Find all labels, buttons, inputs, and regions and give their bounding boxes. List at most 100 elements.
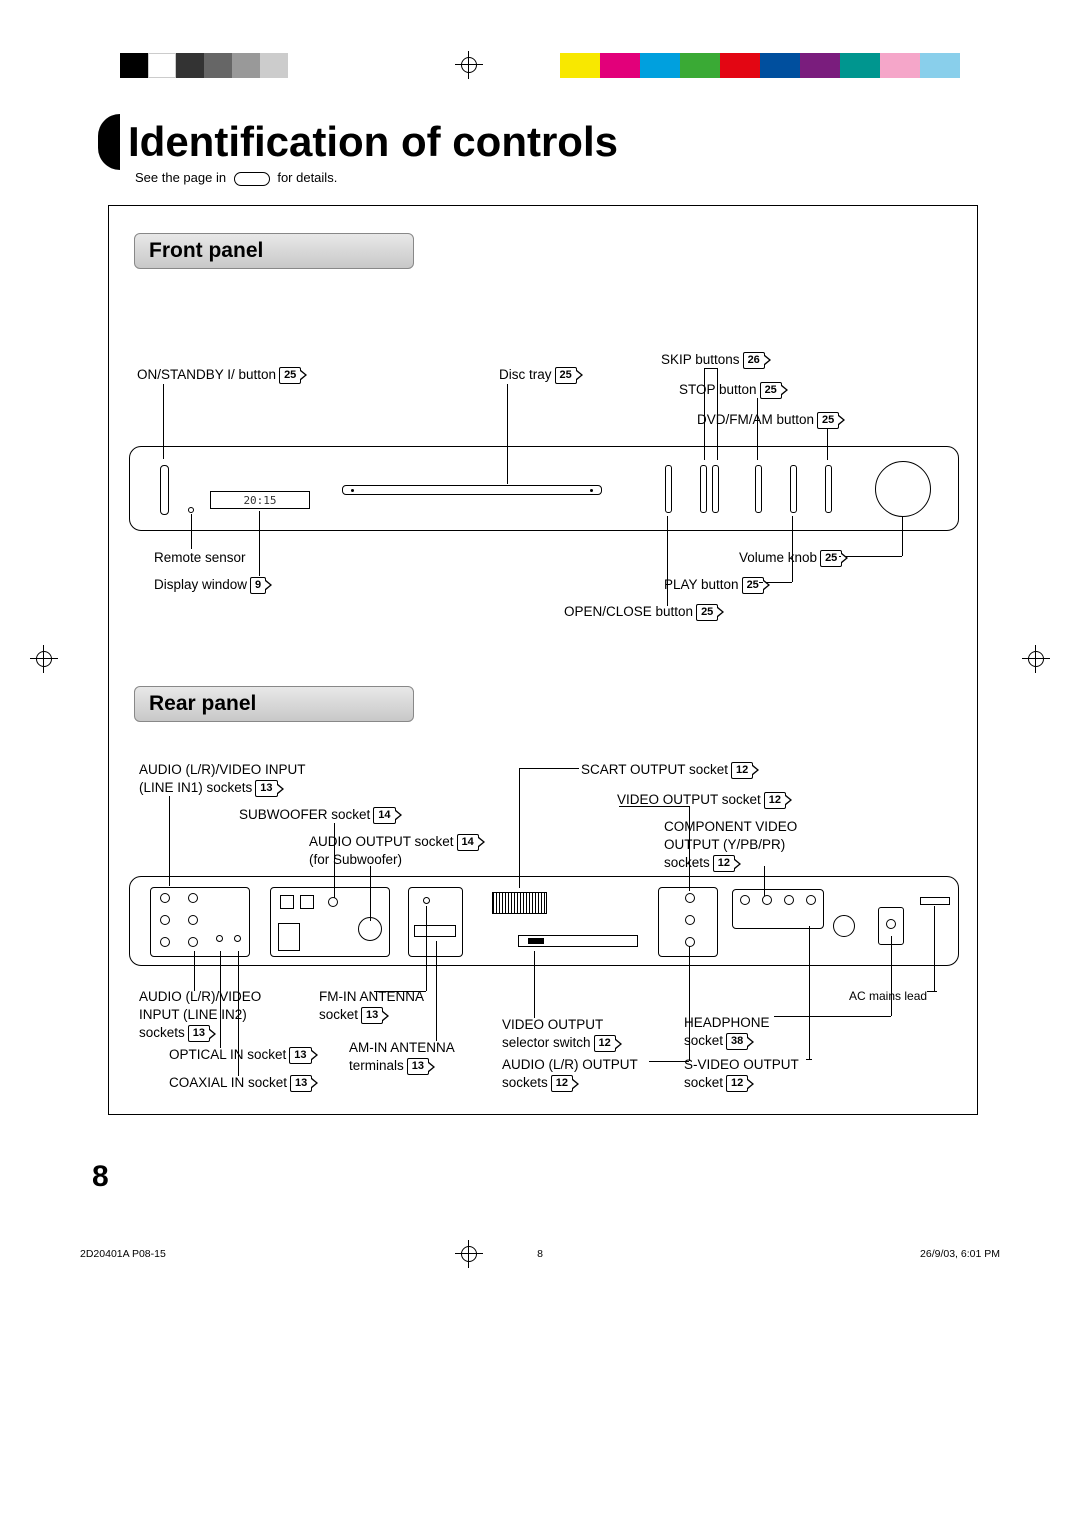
label-open-text: OPEN/CLOSE button — [564, 604, 693, 619]
label-audio-in2-l1: AUDIO (L/R)/VIDEO — [139, 989, 261, 1004]
gray-swatches — [120, 53, 288, 78]
ref-tray: 25 — [555, 367, 577, 384]
page-title: Identification of controls — [128, 118, 618, 165]
line — [927, 991, 937, 992]
standby-button-icon — [160, 465, 169, 515]
volume-knob-icon — [875, 461, 931, 517]
dvd-fm-am-button-icon — [825, 465, 837, 518]
label-audio-in1-l1: AUDIO (L/R)/VIDEO INPUT — [139, 762, 306, 777]
label-standby: ON/STANDBY I/ button25 — [137, 366, 301, 384]
label-audio-out: AUDIO OUTPUT socket14 (for Subwoofer) — [309, 833, 479, 869]
ref-standby: 25 — [279, 367, 301, 384]
label-remote: Remote sensor — [154, 549, 246, 567]
label-standby-text: ON/STANDBY I/ button — [137, 367, 276, 382]
subtitle: See the page in for details. — [135, 170, 337, 186]
ref-vout-sel: 12 — [594, 1035, 616, 1052]
front-panel-diagram: 20:15 — [129, 446, 959, 531]
label-vout-sel-l2: selector switch — [502, 1035, 591, 1050]
ref-dvd: 25 — [817, 412, 839, 429]
ref-stop: 25 — [760, 382, 782, 399]
label-coaxial: COAXIAL IN socket13 — [169, 1074, 312, 1092]
label-optical: OPTICAL IN socket13 — [169, 1046, 312, 1064]
ref-headphone: 38 — [726, 1033, 748, 1050]
label-vout-sel-l1: VIDEO OUTPUT — [502, 1017, 603, 1032]
line — [519, 768, 520, 888]
line — [220, 951, 221, 1048]
ref-audio-lr-out: 12 — [551, 1075, 573, 1092]
label-headphone-l1: HEADPHONE — [684, 1015, 770, 1030]
footer-left: 2D20401A P08-15 — [80, 1248, 166, 1260]
line — [507, 384, 508, 484]
line — [764, 866, 765, 896]
label-sub-text: SUBWOOFER socket — [239, 807, 370, 822]
label-subwoofer: SUBWOOFER socket14 — [239, 806, 396, 824]
subtitle-suffix: for details. — [277, 170, 337, 185]
label-audio-in2-l2: INPUT (LINE IN2) — [139, 1007, 247, 1022]
label-audio-out-l1: AUDIO OUTPUT socket — [309, 834, 454, 849]
label-volume-text: Volume knob — [739, 550, 817, 565]
label-skip-text: SKIP buttons — [661, 352, 740, 367]
skip-buttons-icon — [700, 465, 724, 518]
label-fm-l2: socket — [319, 1007, 358, 1022]
registration-marks-top — [0, 48, 1080, 83]
line — [649, 1061, 689, 1062]
rear-panel-diagram — [129, 876, 959, 966]
ref-audio-in2: 13 — [188, 1025, 210, 1042]
label-stop-text: STOP button — [679, 382, 757, 397]
color-swatches — [560, 53, 960, 78]
ref-sub: 14 — [373, 807, 395, 824]
rear-panel-header: Rear panel — [134, 686, 414, 722]
ref-video-out: 12 — [764, 792, 786, 809]
line — [163, 384, 164, 459]
line — [792, 516, 793, 582]
label-tray: Disc tray25 — [499, 366, 577, 384]
label-audio-in2-l3: sockets — [139, 1025, 185, 1040]
ref-svideo: 12 — [726, 1075, 748, 1092]
label-am: AM-IN ANTENNA terminals13 — [349, 1039, 455, 1075]
line — [704, 368, 718, 369]
label-audio-in1-l2: (LINE IN1) sockets — [139, 780, 252, 795]
label-ac: AC mains lead — [849, 988, 927, 1004]
subtitle-prefix: See the page in — [135, 170, 226, 185]
ref-open: 25 — [696, 604, 718, 621]
line — [827, 428, 828, 460]
line — [934, 906, 935, 991]
ref-volume: 25 — [820, 550, 842, 567]
ref-display: 9 — [250, 577, 266, 594]
label-svideo-l1: S-VIDEO OUTPUT — [684, 1057, 799, 1072]
display-window: 20:15 — [210, 491, 310, 509]
line — [806, 1059, 812, 1060]
fan-icon — [833, 915, 855, 937]
label-headphone: HEADPHONE socket38 — [684, 1014, 770, 1050]
line — [667, 516, 668, 606]
label-stop: STOP button25 — [679, 381, 782, 399]
footer-mid: 8 — [537, 1248, 543, 1260]
ref-coaxial: 13 — [290, 1075, 312, 1092]
ref-optical: 13 — [289, 1047, 311, 1064]
footer-right: 26/9/03, 6:01 PM — [920, 1248, 1000, 1260]
line — [519, 768, 579, 769]
scart-socket-icon — [492, 892, 547, 914]
label-vout-sel: VIDEO OUTPUT selector switch12 — [502, 1016, 616, 1052]
line — [839, 556, 902, 557]
ref-skip: 26 — [743, 352, 765, 369]
ref-scart: 12 — [731, 762, 753, 779]
label-dvd: DVD/FM/AM button25 — [697, 411, 839, 429]
label-component-l1: COMPONENT VIDEO — [664, 819, 797, 834]
label-display: Display window9 — [154, 576, 266, 594]
label-fm: FM-IN ANTENNA socket13 — [319, 988, 424, 1024]
crosshair-left-icon — [30, 645, 58, 673]
ref-audio-in1: 13 — [255, 780, 277, 797]
remote-sensor-icon — [188, 507, 194, 513]
label-svideo-l2: socket — [684, 1075, 723, 1090]
line — [259, 511, 260, 576]
line — [374, 991, 426, 992]
label-audio-lr-out: AUDIO (L/R) OUTPUT sockets12 — [502, 1056, 638, 1092]
main-frame: Front panel Rear panel 20:15 ON/STANDBY … — [108, 205, 978, 1115]
label-audio-out-l2: (for Subwoofer) — [309, 852, 402, 867]
line — [370, 866, 371, 921]
label-play-text: PLAY button — [664, 577, 739, 592]
ref-audio-out: 14 — [457, 834, 479, 851]
crosshair-right-icon — [1022, 645, 1050, 673]
label-tray-text: Disc tray — [499, 367, 552, 382]
